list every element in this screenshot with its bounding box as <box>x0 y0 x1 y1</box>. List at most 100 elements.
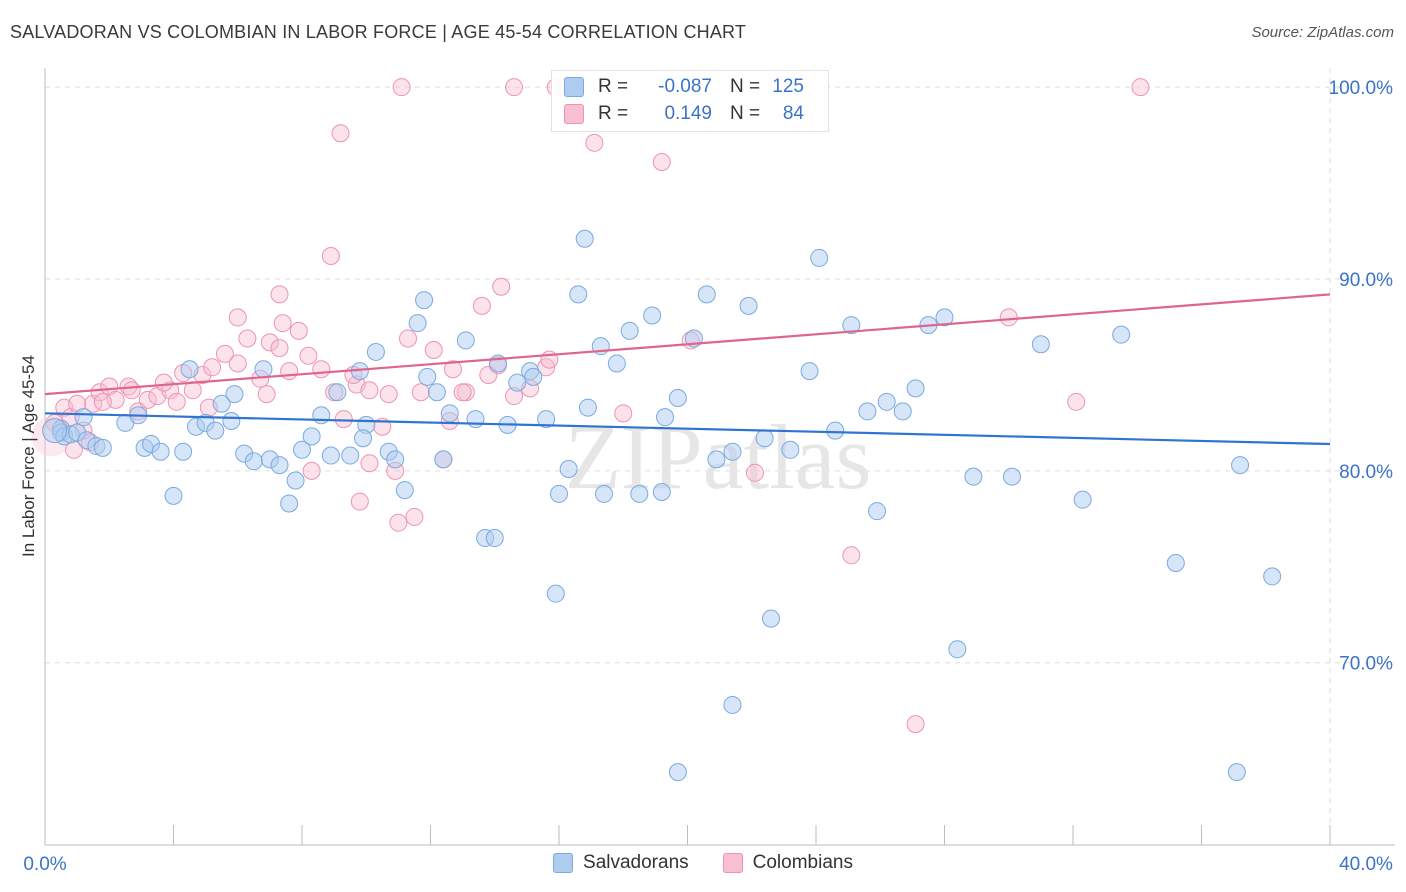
salvadoran-point <box>270 456 289 475</box>
colombian-point <box>360 454 379 473</box>
colombian-point <box>1131 78 1150 97</box>
colombian-point <box>906 715 925 734</box>
salvadoran-point <box>254 360 273 379</box>
salvadoran-point <box>456 331 475 350</box>
r-label: R = <box>598 103 629 124</box>
colombian-point <box>331 124 350 143</box>
salvadoran-point <box>935 308 954 327</box>
colombian-point <box>505 78 524 97</box>
colombian-swatch <box>722 853 743 873</box>
salvadoran-point <box>652 482 671 501</box>
salvadoran-point <box>341 446 360 465</box>
colombian-point <box>453 383 472 402</box>
salvadoran-point <box>800 362 819 381</box>
colombian-point <box>389 513 408 532</box>
salvadoran-point <box>42 418 68 444</box>
salvadoran-point <box>877 392 896 411</box>
salvadoran-point <box>893 402 912 421</box>
salvadoran-point <box>1073 490 1092 509</box>
colombian-point <box>334 410 353 429</box>
salvadoran-point <box>206 421 225 440</box>
legend-item-salvadorans[interactable]: Salvadorans <box>553 852 689 874</box>
salvadoran-swatch <box>553 853 574 873</box>
salvadoran-point <box>620 321 639 340</box>
colombian-point <box>392 78 411 97</box>
y-tick-label: 100.0% <box>1329 78 1394 99</box>
colombian-point <box>399 329 418 348</box>
salvadoran-point <box>559 459 578 478</box>
salvadoran-point <box>723 695 742 714</box>
salvadoran-swatch <box>564 77 584 97</box>
salvadoran-point <box>550 484 568 503</box>
colombian-point <box>273 314 292 333</box>
salvadoran-point <box>948 640 967 659</box>
stats-legend: R = -0.087 N = 125 R = 0.149 N = 84 <box>551 70 829 132</box>
colombian-point <box>167 392 186 411</box>
salvadoran-point <box>575 229 594 248</box>
colombian-point <box>360 381 379 400</box>
grid-layer <box>45 68 1395 845</box>
salvadoran-point <box>755 429 774 448</box>
salvadoran-point <box>697 285 716 304</box>
n-label: N = <box>730 103 761 124</box>
salvadoran-point <box>222 412 241 431</box>
salvadoran-point <box>1263 567 1282 586</box>
salvadoran-point <box>366 342 385 361</box>
colombian-swatch <box>564 104 584 124</box>
salvadoran-point <box>668 763 687 782</box>
colombian-point <box>260 333 279 352</box>
colombian-point <box>999 308 1018 327</box>
salvadoran-point <box>739 296 758 315</box>
salvadoran-point <box>164 486 183 505</box>
salvadoran-point <box>723 442 742 461</box>
salvadoran-trend-line <box>44 412 1331 446</box>
salvadoran-point <box>643 306 662 325</box>
stats-row-salvadoran: R = -0.087 N = 125 <box>564 74 804 100</box>
stats-row-colombian: R = 0.149 N = 84 <box>564 101 804 127</box>
salvadoran-point <box>244 452 263 471</box>
colombian-point <box>321 247 340 266</box>
colombian-point <box>270 285 289 304</box>
colombian-point <box>745 463 764 482</box>
colombian-point <box>215 344 234 363</box>
colombian-point <box>122 381 141 400</box>
salvadoran-point <box>508 373 527 392</box>
colombian-point <box>379 385 398 404</box>
colombian-point <box>492 277 511 296</box>
salvadoran-point <box>312 406 331 425</box>
salvadoran-point <box>434 450 453 469</box>
salvadoran-point <box>826 421 845 440</box>
colombian-point <box>312 360 331 379</box>
axis-layer <box>44 68 1395 846</box>
salvadoran-point <box>569 285 588 304</box>
salvadoran-point <box>964 467 983 486</box>
colombian-point <box>138 390 157 409</box>
salvadoran-point <box>485 529 504 548</box>
n-value: 84 <box>782 103 804 124</box>
colombian-point <box>652 153 671 172</box>
salvadoran-point <box>293 440 311 459</box>
salvadoran-point <box>810 248 829 267</box>
colombian-point <box>443 360 462 379</box>
salvadoran-point <box>395 481 414 500</box>
salvadoran-point <box>93 438 112 457</box>
salvadoran-point <box>762 609 781 628</box>
legend-item-colombians[interactable]: Colombians <box>722 852 853 874</box>
r-value: 0.149 <box>664 103 712 124</box>
colombian-point <box>842 546 861 565</box>
salvadoran-point <box>286 471 305 490</box>
colombian-point <box>257 385 276 404</box>
colombian-point <box>228 354 247 373</box>
salvadoran-point <box>524 367 543 386</box>
salvadoran-point <box>1231 456 1250 475</box>
colombian-point <box>289 321 308 340</box>
n-value: 125 <box>772 76 804 97</box>
r-label: R = <box>598 76 629 97</box>
colombian-point <box>238 329 257 348</box>
salvadoran-point <box>415 291 434 310</box>
salvadoran-point <box>328 383 347 402</box>
salvadoran-points <box>42 229 1282 782</box>
salvadoran-point <box>858 402 877 421</box>
source-label: Source: ZipAtlas.com <box>1251 24 1394 41</box>
salvadoran-point <box>74 408 93 427</box>
